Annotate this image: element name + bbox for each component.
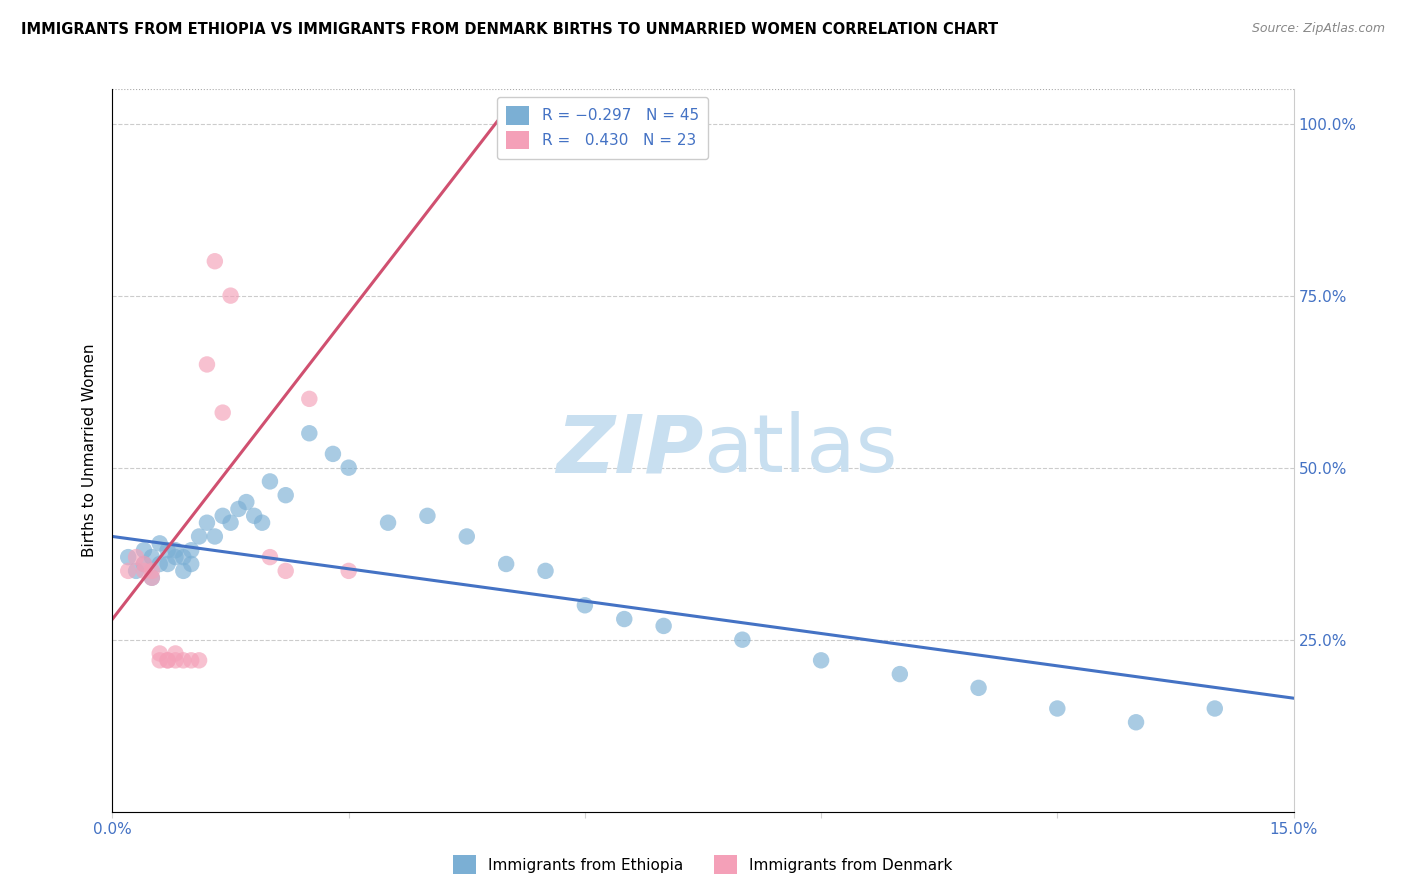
Point	[219, 516, 242, 530]
Point	[156, 543, 179, 558]
Point	[149, 653, 172, 667]
Point	[165, 647, 187, 661]
Point	[132, 543, 155, 558]
Point	[204, 529, 226, 543]
Point	[180, 543, 202, 558]
Point	[274, 564, 297, 578]
Point	[117, 564, 139, 578]
Point	[613, 612, 636, 626]
Point	[172, 550, 194, 565]
Text: Source: ZipAtlas.com: Source: ZipAtlas.com	[1251, 22, 1385, 36]
Point	[211, 406, 233, 420]
Point	[195, 358, 218, 372]
Point	[652, 619, 675, 633]
Point	[132, 564, 155, 578]
Point	[195, 516, 218, 530]
Point	[534, 564, 557, 578]
Point	[156, 557, 179, 571]
Point	[228, 502, 250, 516]
Point	[298, 392, 321, 406]
Point	[495, 557, 517, 571]
Point	[149, 647, 172, 661]
Point	[337, 460, 360, 475]
Point	[188, 529, 211, 543]
Point	[322, 447, 344, 461]
Point	[337, 564, 360, 578]
Text: atlas: atlas	[703, 411, 897, 490]
Point	[132, 557, 155, 571]
Point	[156, 653, 179, 667]
Point	[219, 288, 242, 302]
Point	[172, 653, 194, 667]
Legend: Immigrants from Ethiopia, Immigrants from Denmark: Immigrants from Ethiopia, Immigrants fro…	[447, 849, 959, 880]
Point	[141, 564, 163, 578]
Point	[574, 599, 596, 613]
Point	[243, 508, 266, 523]
Point	[125, 550, 148, 565]
Point	[149, 536, 172, 550]
Point	[156, 653, 179, 667]
Point	[1125, 715, 1147, 730]
Point	[250, 516, 273, 530]
Point	[165, 550, 187, 565]
Point	[149, 557, 172, 571]
Point	[967, 681, 990, 695]
Point	[235, 495, 257, 509]
Point	[274, 488, 297, 502]
Point	[731, 632, 754, 647]
Point	[141, 571, 163, 585]
Point	[180, 557, 202, 571]
Point	[125, 564, 148, 578]
Point	[141, 571, 163, 585]
Point	[1046, 701, 1069, 715]
Legend: R = −0.297   N = 45, R =   0.430   N = 23: R = −0.297 N = 45, R = 0.430 N = 23	[498, 97, 707, 159]
Point	[141, 550, 163, 565]
Y-axis label: Births to Unmarried Women: Births to Unmarried Women	[82, 343, 97, 558]
Point	[165, 653, 187, 667]
Point	[810, 653, 832, 667]
Point	[180, 653, 202, 667]
Point	[204, 254, 226, 268]
Point	[456, 529, 478, 543]
Point	[298, 426, 321, 441]
Point	[416, 508, 439, 523]
Point	[377, 516, 399, 530]
Point	[117, 550, 139, 565]
Point	[259, 550, 281, 565]
Point	[1204, 701, 1226, 715]
Point	[132, 557, 155, 571]
Text: ZIP: ZIP	[555, 411, 703, 490]
Point	[172, 564, 194, 578]
Point	[259, 475, 281, 489]
Point	[188, 653, 211, 667]
Point	[211, 508, 233, 523]
Point	[165, 543, 187, 558]
Text: IMMIGRANTS FROM ETHIOPIA VS IMMIGRANTS FROM DENMARK BIRTHS TO UNMARRIED WOMEN CO: IMMIGRANTS FROM ETHIOPIA VS IMMIGRANTS F…	[21, 22, 998, 37]
Point	[889, 667, 911, 681]
